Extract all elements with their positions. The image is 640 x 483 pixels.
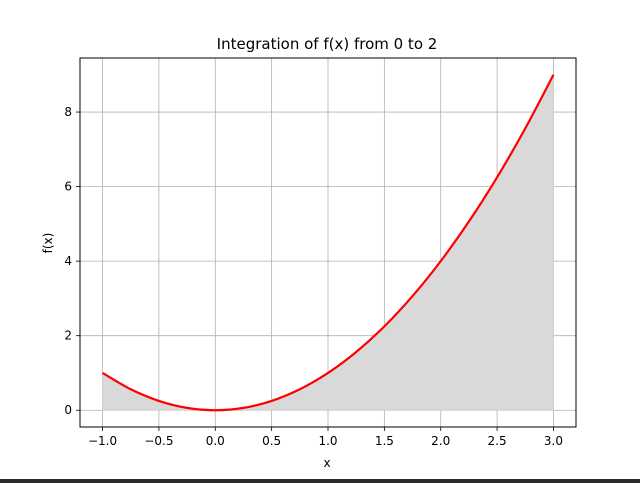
x-tick-label: 1.0 — [318, 434, 337, 448]
chart-title: Integration of f(x) from 0 to 2 — [217, 35, 438, 53]
x-axis-label: x — [323, 456, 330, 470]
series-layer — [101, 74, 555, 412]
x-tick-label: −1.0 — [88, 434, 117, 448]
x-tick-label: 0.0 — [206, 434, 225, 448]
y-tick-label: 6 — [64, 180, 72, 194]
x-tick-label: 2.5 — [488, 434, 507, 448]
y-axis-ticks: 0 2 4 6 8 — [64, 105, 80, 417]
x-axis-ticks: −1.0 −0.5 0.0 0.5 1.0 1.5 2.0 2.5 3.0 — [88, 427, 563, 448]
x-tick-label: 0.5 — [262, 434, 281, 448]
y-axis-label: f(x) — [41, 233, 55, 254]
x-tick-label: 1.5 — [375, 434, 394, 448]
series-line — [101, 74, 555, 412]
y-tick-label: 0 — [64, 403, 72, 417]
y-tick-label: 4 — [64, 254, 72, 268]
x-tick-label: 2.0 — [431, 434, 450, 448]
x-tick-label: 3.0 — [544, 434, 563, 448]
y-tick-label: 8 — [64, 105, 72, 119]
window-bottom-edge — [0, 479, 640, 483]
y-tick-label: 2 — [64, 329, 72, 343]
x-tick-label: −0.5 — [144, 434, 173, 448]
